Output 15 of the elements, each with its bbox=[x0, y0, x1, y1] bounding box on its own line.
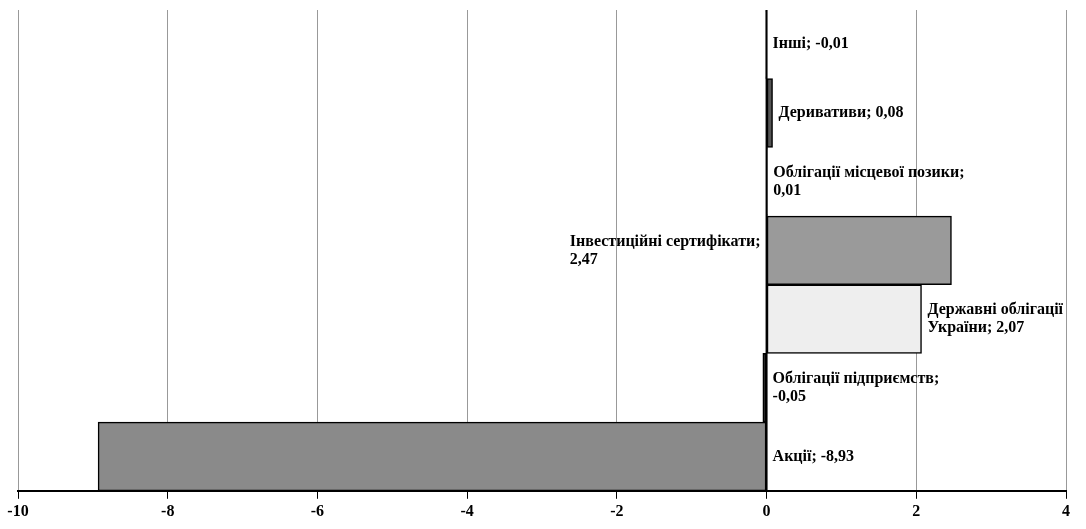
x-tick-label: 4 bbox=[1062, 501, 1070, 519]
data-label: Облігації підприємств; -0,05 bbox=[772, 368, 940, 404]
x-tick-label: -6 bbox=[310, 501, 325, 519]
x-tick-label: -2 bbox=[610, 501, 624, 519]
data-label: Облігації місцевої позики; 0,01 bbox=[773, 162, 965, 198]
data-label: Інші; -0,01 bbox=[772, 34, 849, 52]
data-label: Інвестиційні сертифікати; 2,47 bbox=[569, 231, 761, 267]
x-tick-label: 0 bbox=[762, 501, 771, 519]
x-tick-label: 2 bbox=[912, 501, 921, 519]
x-tick-label: -10 bbox=[7, 501, 29, 519]
x-tick-label: -4 bbox=[460, 501, 474, 519]
data-label: Державні облігації України; 2,07 bbox=[927, 300, 1064, 337]
x-tick-label: -8 bbox=[161, 501, 175, 519]
data-label: Акції; -8,93 bbox=[772, 446, 855, 464]
data-label: Деривативи; 0,08 bbox=[778, 103, 904, 122]
